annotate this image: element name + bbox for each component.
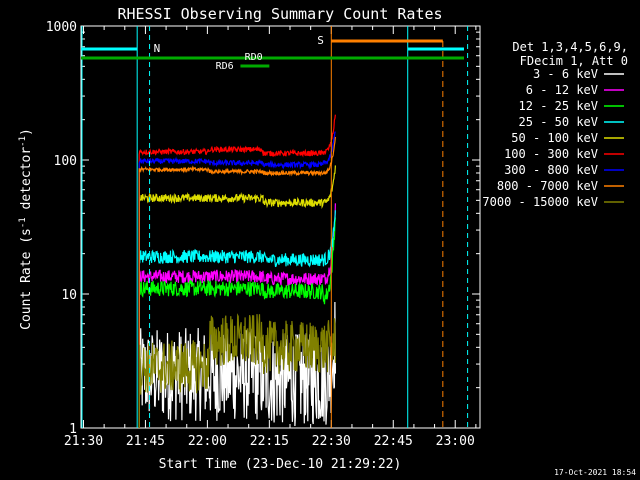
x-tick-label: 22:30 [312, 434, 351, 449]
legend-label: 50 - 100 keV [511, 131, 598, 145]
s-label: S [317, 34, 324, 47]
rd6-label: RD6 [216, 61, 234, 72]
y-tick-label: 100 [54, 154, 77, 169]
series-25_50keV [138, 210, 336, 428]
y-tick-label: 10 [61, 288, 77, 303]
series-100_300keV [138, 114, 336, 428]
y-tick-label: 1 [69, 422, 77, 437]
series-6_12keV [138, 203, 336, 428]
rd0-label: RD0 [245, 52, 263, 63]
x-axis-label: Start Time (23-Dec-10 21:29:22) [159, 457, 402, 472]
y-tick-label: 1000 [46, 20, 77, 35]
legend-label: 300 - 800 keV [504, 163, 598, 177]
plot-frame [80, 25, 481, 429]
y-axis-label: Count Rate (s-1 detector-1) [18, 128, 34, 330]
x-tick-label: 22:15 [250, 434, 289, 449]
chart-title: RHESSI Observing Summary Count Rates [117, 5, 442, 23]
legend-header: FDecim 1, Att 0 [520, 54, 628, 68]
series-300_800keV [138, 131, 336, 428]
series-800_7000keV [138, 136, 336, 428]
series-50_100keV [138, 165, 336, 428]
legend-label: 7000 - 15000 keV [482, 195, 598, 209]
footer-timestamp: 17-Oct-2021 18:54 [554, 468, 636, 477]
x-tick-label: 22:45 [374, 434, 413, 449]
plot-area [138, 114, 336, 428]
axes: 21:30 21:45 22:00 22:15 22:30 22:45 23:00 1 10 10… [46, 20, 481, 449]
series-line [138, 217, 336, 428]
x-tick-label: 21:45 [126, 434, 165, 449]
x-tick-label: 23:00 [436, 434, 475, 449]
legend-label: 12 - 25 keV [519, 99, 598, 113]
series-7000_15000keV [138, 313, 336, 428]
series-line [138, 203, 336, 428]
series-line [138, 165, 336, 428]
x-tick-label: 22:00 [188, 434, 227, 449]
series-line [138, 136, 336, 428]
legend-label: 6 - 12 keV [526, 83, 598, 97]
legend-label: 800 - 7000 keV [497, 179, 598, 193]
x-tick-label: 21:30 [64, 434, 103, 449]
series-12_25keV [138, 217, 336, 428]
legend-header: Det 1,3,4,5,6,9, [512, 40, 628, 54]
series-line [138, 131, 336, 428]
n-label: N [154, 42, 161, 55]
series-line [138, 313, 336, 428]
legend-label: 3 - 6 keV [533, 67, 598, 81]
legend-label: 25 - 50 keV [519, 115, 598, 129]
legend: Det 1,3,4,5,6,9,FDecim 1, Att 03 - 6 keV… [482, 40, 628, 209]
series-line [138, 114, 336, 428]
annotations: N S RD0 RD6 [81, 26, 469, 428]
series-line [138, 210, 336, 428]
legend-label: 100 - 300 keV [504, 147, 598, 161]
